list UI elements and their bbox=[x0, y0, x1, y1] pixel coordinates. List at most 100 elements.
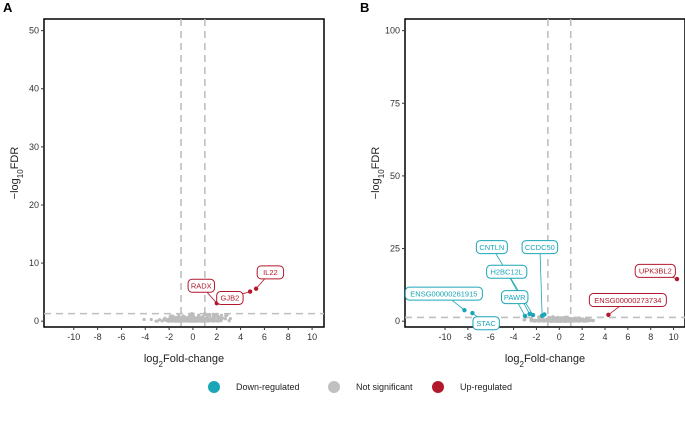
ns-point bbox=[562, 319, 566, 323]
ns-point bbox=[551, 318, 555, 322]
x-tick-label: -8 bbox=[94, 332, 102, 342]
x-tick-label: 0 bbox=[190, 332, 195, 342]
ns-point bbox=[211, 319, 215, 323]
x-tick-label: 6 bbox=[625, 332, 630, 342]
y-tick-label: 25 bbox=[390, 244, 400, 254]
ns-point bbox=[149, 317, 153, 322]
ns-point bbox=[191, 314, 195, 318]
legend-label: Not significant bbox=[356, 382, 413, 392]
x-tick-label: -8 bbox=[464, 332, 472, 342]
annotation-label-cntln: CNTLN bbox=[479, 243, 504, 252]
ns-point bbox=[211, 312, 215, 316]
up-point-gjb2 bbox=[247, 289, 253, 294]
not-significant-points bbox=[522, 315, 595, 323]
ns-point bbox=[170, 314, 174, 318]
annotation-box bbox=[521, 240, 559, 255]
annotation-label-ensg00000261915: ENSG00000261915 bbox=[410, 289, 477, 298]
y-tick-label: 0 bbox=[395, 316, 400, 326]
ns-point bbox=[207, 312, 211, 316]
y-tick-label: 0 bbox=[34, 316, 39, 326]
x-axis-title: log2Fold-change bbox=[505, 353, 585, 369]
x-axis-title: log2Fold-change bbox=[144, 353, 224, 369]
ns-point bbox=[214, 312, 219, 317]
legend-label: Up-regulated bbox=[460, 382, 512, 392]
ns-point bbox=[168, 316, 172, 321]
annotation-box bbox=[472, 316, 500, 331]
ns-point bbox=[570, 318, 574, 322]
ns-point bbox=[163, 317, 167, 321]
ns-point bbox=[178, 319, 182, 323]
annotation-connector bbox=[539, 247, 543, 316]
ns-point bbox=[586, 319, 590, 323]
ns-point bbox=[556, 319, 560, 323]
ns-point bbox=[154, 319, 158, 323]
ns-point bbox=[181, 314, 185, 318]
ns-point bbox=[157, 318, 162, 322]
ns-point bbox=[194, 319, 198, 323]
y-tick-label: 50 bbox=[29, 26, 39, 36]
ns-point bbox=[189, 318, 193, 322]
ns-point bbox=[205, 312, 209, 317]
annotation-box bbox=[588, 292, 667, 307]
x-tick-label: 8 bbox=[648, 332, 653, 342]
ns-point bbox=[576, 318, 580, 322]
ns-point bbox=[224, 313, 229, 318]
y-tick-label: 10 bbox=[29, 258, 39, 268]
ns-point bbox=[591, 318, 595, 323]
ns-point bbox=[586, 316, 590, 321]
legend-swatch-down-regulated bbox=[208, 381, 220, 393]
ns-point bbox=[217, 315, 221, 319]
y-axis-title: −log10FDR bbox=[9, 147, 25, 200]
annotation-label-gjb2: GJB2 bbox=[220, 294, 239, 303]
ns-point bbox=[170, 319, 174, 323]
ns-point bbox=[142, 317, 146, 322]
annotation-label-upk3bl2: UPK3BL2 bbox=[639, 267, 672, 276]
x-tick-label: 4 bbox=[238, 332, 243, 342]
y-tick-label: 75 bbox=[390, 98, 400, 108]
ns-point bbox=[172, 316, 176, 320]
x-tick-label: -6 bbox=[487, 332, 495, 342]
ns-point bbox=[581, 317, 585, 321]
x-tick-label: -10 bbox=[438, 332, 451, 342]
ns-point bbox=[522, 318, 526, 322]
x-tick-label: 10 bbox=[307, 332, 317, 342]
x-tick-label: 0 bbox=[557, 332, 562, 342]
x-tick-label: 10 bbox=[669, 332, 679, 342]
annotation-label-pawr: PAWR bbox=[504, 293, 526, 302]
y-tick-label: 100 bbox=[385, 26, 400, 36]
legend-swatch-up-regulated bbox=[432, 381, 444, 393]
x-tick-label: 6 bbox=[262, 332, 267, 342]
x-tick-label: -2 bbox=[165, 332, 173, 342]
x-tick-label: -4 bbox=[510, 332, 518, 342]
ns-point bbox=[220, 317, 224, 321]
ns-point bbox=[227, 319, 231, 323]
x-tick-label: -6 bbox=[117, 332, 125, 342]
y-axis-title: −log10FDR bbox=[370, 147, 386, 200]
x-tick-label: 2 bbox=[580, 332, 585, 342]
plot-frame bbox=[404, 18, 685, 328]
x-tick-label: 8 bbox=[286, 332, 291, 342]
x-tick-label: -4 bbox=[141, 332, 149, 342]
annotation-connector bbox=[491, 246, 534, 316]
panel-b-plot: -10 -8 -6 -4 -2 0 2 4 6 8 100255075100log2Fold-cha… bbox=[370, 18, 685, 369]
ns-point bbox=[207, 318, 211, 322]
ns-point bbox=[181, 318, 186, 322]
ns-point bbox=[200, 319, 204, 323]
ns-point bbox=[184, 316, 188, 321]
ns-point bbox=[546, 319, 550, 323]
x-tick-label: 2 bbox=[214, 332, 219, 342]
annotation-box bbox=[634, 263, 676, 278]
ns-point bbox=[190, 312, 194, 316]
ns-point bbox=[536, 318, 540, 322]
panel-label-a: A bbox=[3, 0, 13, 15]
x-tick-label: 4 bbox=[602, 332, 607, 342]
annotation-label-ensg00000273734: ENSG00000273734 bbox=[594, 296, 661, 305]
panel-label-b: B bbox=[360, 0, 369, 15]
annotation-box bbox=[216, 290, 244, 305]
ns-point bbox=[539, 318, 544, 322]
ns-point bbox=[175, 315, 180, 319]
annotation-box bbox=[404, 286, 483, 301]
y-tick-label: 50 bbox=[390, 171, 400, 181]
ns-point bbox=[219, 313, 224, 317]
annotation-box bbox=[256, 265, 285, 280]
